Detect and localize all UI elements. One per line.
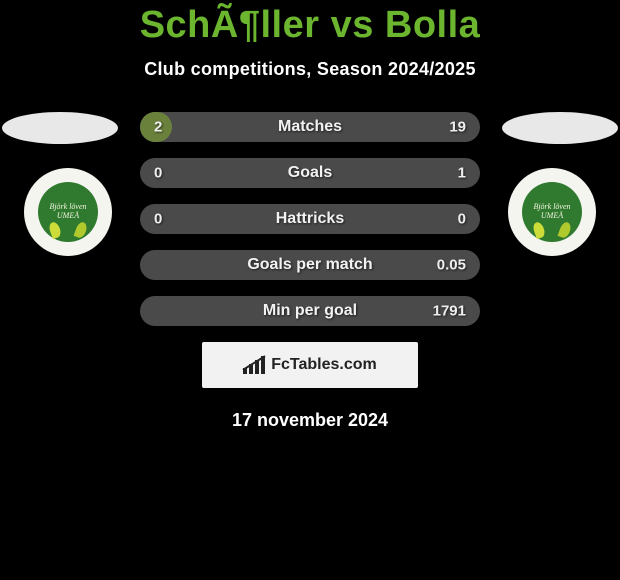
stat-value-right: 0.05 xyxy=(437,257,466,274)
player-shadow-right xyxy=(502,112,618,144)
stat-bar-goals: 0 Goals 1 xyxy=(140,158,480,188)
club-logo-right: Björk löven UMEÅ xyxy=(508,168,596,256)
stat-bar-matches: 2 Matches 19 xyxy=(140,112,480,142)
club-logo-left-text: Björk löven UMEÅ xyxy=(38,203,98,221)
club-logo-left-inner: Björk löven UMEÅ xyxy=(38,182,98,242)
stat-value-left: 0 xyxy=(154,211,162,228)
leaf-icon xyxy=(74,221,89,239)
page-title: SchÃ¶ller vs Bolla xyxy=(0,0,620,47)
stat-label: Hattricks xyxy=(276,210,344,228)
stat-value-right: 1791 xyxy=(433,303,466,320)
leaf-icon xyxy=(532,221,547,239)
stat-bars: 2 Matches 19 0 Goals 1 0 Hattricks 0 Goa… xyxy=(140,112,480,326)
leaf-icon xyxy=(48,221,63,239)
stat-label: Min per goal xyxy=(263,302,357,320)
leaf-icon xyxy=(558,221,573,239)
snapshot-date: 17 november 2024 xyxy=(0,410,620,431)
stat-bar-min-per-goal: Min per goal 1791 xyxy=(140,296,480,326)
brand-badge: FcTables.com xyxy=(202,342,418,388)
comparison-area: Björk löven UMEÅ Björk löven UMEÅ 2 Matc… xyxy=(0,112,620,431)
stat-value-left: 0 xyxy=(154,165,162,182)
player-shadow-left xyxy=(2,112,118,144)
club-logo-left: Björk löven UMEÅ xyxy=(24,168,112,256)
stat-value-right: 0 xyxy=(458,211,466,228)
club-logo-right-text: Björk löven UMEÅ xyxy=(522,203,582,221)
stat-value-right: 19 xyxy=(449,119,466,136)
page-subtitle: Club competitions, Season 2024/2025 xyxy=(0,59,620,80)
stat-label: Matches xyxy=(278,118,342,136)
stat-bar-hattricks: 0 Hattricks 0 xyxy=(140,204,480,234)
stat-value-right: 1 xyxy=(458,165,466,182)
stat-label: Goals per match xyxy=(247,256,372,274)
club-logo-right-inner: Björk löven UMEÅ xyxy=(522,182,582,242)
stat-bar-goals-per-match: Goals per match 0.05 xyxy=(140,250,480,280)
stat-value-left: 2 xyxy=(154,119,162,136)
bar-chart-icon xyxy=(243,356,265,374)
brand-text: FcTables.com xyxy=(271,356,377,374)
stat-label: Goals xyxy=(288,164,332,182)
